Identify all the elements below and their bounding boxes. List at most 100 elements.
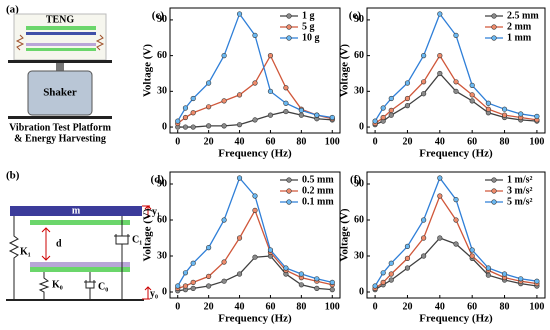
teng-box: [13, 13, 107, 61]
x-tick-label: 80: [296, 136, 306, 147]
data-point: [221, 123, 227, 129]
legend-label: 0.2 mm: [302, 185, 334, 196]
legend-marker: [286, 35, 292, 41]
data-point: [329, 287, 335, 293]
x-axis-title: Frequency (Hz): [218, 148, 292, 160]
chart: (c) 0 30 60 90 0 20 40 60 80 100 Frequency (Hz) Volt…: [142, 7, 341, 160]
data-point: [485, 106, 491, 112]
caption: Vibration Test Platform: [9, 122, 112, 133]
plot-frame: [169, 171, 341, 299]
y-tick-label: 90: [354, 178, 364, 189]
x-tick-label: 20: [204, 301, 214, 312]
data-point: [437, 70, 443, 77]
data-point: [298, 282, 304, 288]
data-point: [388, 107, 394, 113]
legend-marker: [491, 24, 497, 30]
data-point: [314, 285, 320, 292]
series-line: [177, 255, 333, 292]
layer: [26, 32, 96, 35]
data-point: [404, 103, 411, 109]
data-point: [534, 113, 540, 119]
legend-marker: [286, 199, 292, 205]
data-point: [404, 95, 411, 102]
spring-k0: [38, 272, 50, 300]
data-point: [453, 88, 459, 94]
data-point: [404, 80, 411, 86]
panel-label: (b): [6, 170, 20, 182]
x-tick-label: 100: [325, 301, 340, 312]
data-point: [283, 100, 289, 106]
data-point: [236, 235, 243, 241]
x-tick-label: 80: [500, 301, 510, 312]
legend-marker: [491, 199, 497, 205]
data-point: [380, 114, 386, 121]
data-point: [221, 217, 227, 223]
legend-label: 5 m/s²: [507, 196, 533, 207]
layer: [26, 48, 96, 51]
data-point: [314, 276, 320, 282]
y-tick-label: 30: [354, 250, 364, 261]
data-point: [175, 118, 181, 124]
x-tick-label: 40: [235, 301, 245, 312]
data-point: [190, 260, 196, 266]
plot-frame: [366, 171, 546, 299]
panel-label: (c): [152, 10, 165, 22]
data-point: [485, 100, 491, 106]
data-point: [252, 32, 258, 38]
x-tick-label: 100: [529, 301, 544, 312]
data-point: [206, 104, 212, 110]
y-tick-label: 0: [359, 121, 364, 132]
data-point: [329, 279, 335, 286]
chart: (d) 0 30 60 90 0 20 40 60 80 100 Frequency (Hz) Volt…: [142, 171, 341, 325]
data-point: [236, 175, 243, 181]
legend-label: 10 g: [302, 32, 320, 43]
spring: [15, 34, 105, 51]
data-point: [206, 283, 212, 289]
data-point: [182, 105, 189, 111]
x-tick-label: 80: [500, 136, 510, 147]
y-axis-title: Voltage (V): [339, 44, 351, 97]
y0-label: y₀: [150, 288, 158, 299]
data-point: [388, 277, 394, 283]
y-tick-label: 90: [354, 14, 364, 25]
data-point: [437, 175, 443, 181]
x-tick-label: 60: [265, 301, 275, 312]
data-point: [404, 265, 411, 271]
shaker: [27, 70, 93, 116]
x-tick-label: 60: [467, 136, 477, 147]
data-point: [190, 285, 196, 292]
base: [8, 116, 112, 119]
panel-label: (a): [6, 4, 19, 16]
data-point: [190, 95, 196, 102]
data-point: [518, 276, 524, 282]
plate: [30, 267, 130, 272]
data-point: [190, 279, 196, 286]
y-axis-title: Voltage (V): [142, 208, 154, 261]
gap-label: d: [56, 238, 62, 249]
mass: [10, 206, 142, 216]
chart: (e) 0 30 60 90 0 20 40 60 80 100 Frequency (Hz) Volt…: [339, 7, 546, 160]
data-point: [437, 53, 443, 59]
y-tick-label: 90: [157, 14, 167, 25]
data-point: [453, 32, 459, 38]
displacement-arrow: [142, 205, 152, 300]
x-tick-label: 0: [373, 136, 378, 147]
legend-label: 1 mm: [507, 32, 532, 43]
x-tick-label: 0: [175, 136, 180, 147]
k0-label: K₀: [52, 279, 63, 290]
data-point: [372, 283, 378, 289]
data-point: [404, 243, 411, 249]
plate: [30, 220, 130, 225]
data-point: [388, 112, 394, 118]
data-point: [190, 124, 196, 130]
data-point: [469, 82, 475, 88]
data-point: [485, 272, 491, 278]
data-point: [421, 253, 427, 259]
data-point: [182, 283, 189, 289]
x-tick-label: 40: [435, 136, 445, 147]
legend-marker: [491, 177, 497, 183]
legend-label: 3 m/s²: [507, 185, 533, 196]
data-point: [501, 271, 508, 277]
